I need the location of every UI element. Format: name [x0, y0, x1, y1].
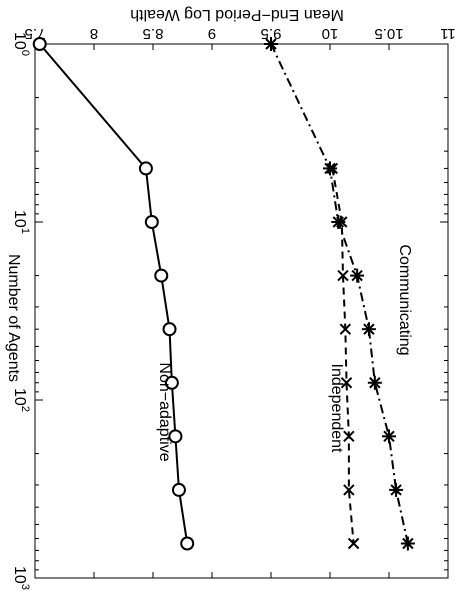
tick-exponent: 2	[19, 406, 31, 412]
y-axis-title: Mean End−Period Log Wealth	[130, 6, 344, 23]
series-label-non-adaptive: Non−adaptive	[156, 362, 173, 461]
data-point-circle	[180, 536, 195, 551]
x-axis-title: Number of Agents	[5, 254, 22, 382]
data-point-circle	[162, 322, 177, 337]
data-point-x	[340, 377, 353, 389]
agents-tick-label: 102	[11, 388, 31, 412]
agents-tick-label-text: 101	[11, 210, 31, 234]
marker-stroke	[369, 377, 381, 389]
marker-stroke	[337, 269, 349, 282]
series-line-non-adaptive	[38, 43, 189, 544]
chart-markers	[32, 37, 415, 551]
marker-stroke	[343, 430, 355, 443]
tick-exponent: 3	[19, 584, 31, 590]
data-point-circle	[138, 161, 153, 176]
tick-base: 10	[11, 32, 28, 50]
agents-tick-label: 103	[11, 566, 31, 590]
plot-frame	[34, 43, 449, 579]
value-tick-label: 8.5	[143, 25, 164, 42]
data-point-asterisk	[361, 322, 376, 337]
value-tick-label: 11	[440, 25, 456, 42]
data-point-asterisk	[400, 536, 415, 551]
marker-stroke	[336, 216, 348, 228]
series-label-independent: Independent	[328, 364, 345, 454]
data-point-circle	[168, 429, 183, 444]
agents-tick-label-text: 102	[11, 388, 31, 412]
series-label-communicating: Communicating	[396, 244, 413, 355]
marker-stroke	[390, 484, 402, 496]
data-point-x	[343, 484, 355, 496]
value-tick-label: 10	[322, 25, 339, 42]
value-tick-label: 9.5	[261, 25, 282, 42]
data-point-circle	[164, 375, 179, 390]
marker-stroke	[326, 162, 339, 175]
marker-stroke	[402, 537, 414, 550]
marker-stroke	[343, 484, 355, 496]
data-point-x	[337, 269, 349, 282]
marker-stroke	[351, 269, 363, 282]
marker-stroke	[332, 216, 344, 228]
value-tick-label: 7.5	[25, 25, 46, 42]
agents-tick-label: 100	[11, 32, 31, 56]
marker-stroke	[265, 38, 277, 50]
value-tick-label: 8	[90, 25, 98, 42]
data-point-x	[339, 323, 352, 335]
data-point-asterisk	[323, 161, 337, 176]
marker-stroke	[340, 377, 353, 389]
marker-stroke	[383, 430, 395, 443]
value-tick-label: 10.5	[374, 25, 403, 42]
marker-stroke	[363, 323, 375, 335]
tick-base: 10	[11, 388, 28, 406]
data-point-asterisk	[350, 268, 365, 283]
tick-base: 10	[11, 210, 28, 228]
value-tick-label: 9	[208, 25, 216, 42]
data-point-asterisk	[382, 429, 396, 444]
data-point-circle	[32, 37, 47, 51]
data-point-x	[336, 216, 348, 228]
data-point-asterisk	[389, 482, 404, 497]
tick-base: 10	[11, 566, 28, 584]
data-point-x	[343, 430, 355, 443]
agents-tick-label: 101	[11, 210, 31, 234]
data-point-circle	[171, 482, 186, 497]
series-line-independent	[331, 168, 355, 544]
agents-tick-label-text: 103	[11, 566, 31, 590]
marker-stroke	[324, 162, 336, 175]
data-point-asterisk	[367, 375, 382, 390]
data-point-circle	[144, 215, 159, 229]
tick-exponent: 0	[19, 50, 31, 56]
marker-stroke	[339, 323, 352, 335]
data-point-circle	[154, 268, 169, 283]
series-line-communicating	[270, 43, 409, 544]
chart-series-lines	[38, 43, 409, 544]
chart-axes	[34, 43, 449, 579]
marker-stroke	[347, 537, 360, 550]
data-point-asterisk	[264, 37, 278, 51]
tick-exponent: 1	[19, 228, 31, 234]
data-point-x	[347, 537, 360, 550]
data-point-x	[326, 162, 339, 175]
agents-tick-label-text: 100	[11, 32, 31, 56]
